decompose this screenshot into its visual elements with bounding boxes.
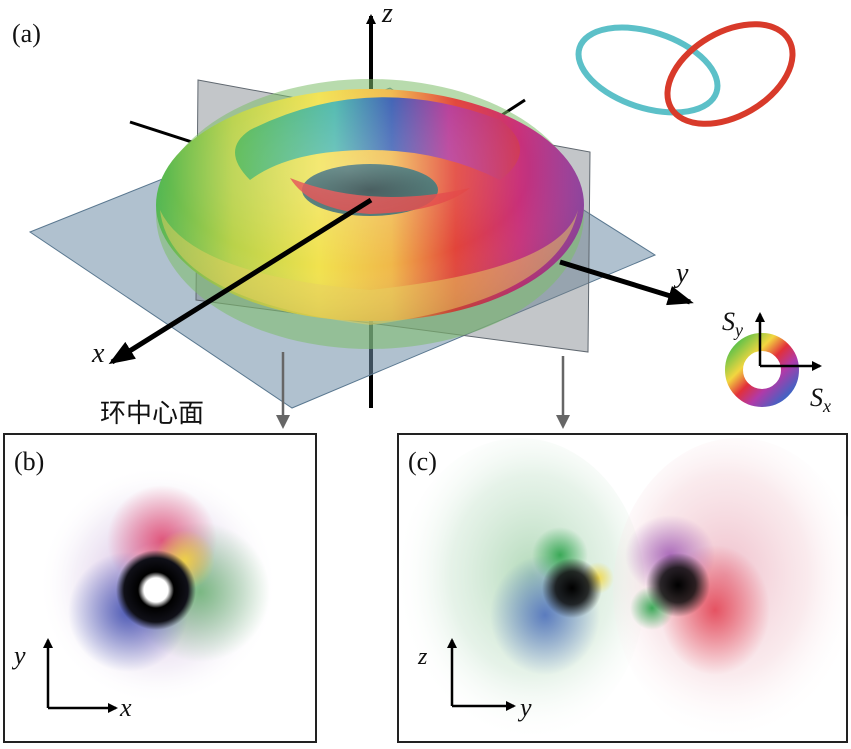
hopf-link	[575, 21, 796, 127]
panel-b-label: (b)	[14, 447, 44, 476]
plane-caption: 环中心面	[100, 399, 204, 429]
panel-b-x-label: x	[119, 693, 132, 722]
panel-c-vortex-right	[646, 553, 710, 617]
panel-b-vortex-core	[116, 550, 196, 630]
color-legend: Sy Sx	[722, 307, 831, 416]
hopf-ring-right	[664, 21, 796, 127]
torus	[156, 79, 584, 349]
x-axis	[108, 197, 373, 365]
panel-c-y-label: y	[517, 693, 532, 722]
panel-c-label: (c)	[408, 447, 437, 476]
hopf-ring-left	[575, 24, 721, 116]
panel-a: (a) z y x	[12, 0, 831, 429]
legend-vertical-label: Sy	[722, 307, 743, 340]
hue-ring	[725, 333, 799, 407]
panel-b-y-label: y	[11, 641, 26, 670]
x-axis-label: x	[91, 338, 105, 369]
panel-c-vortex-left	[542, 558, 602, 618]
y-axis	[559, 259, 694, 306]
panel-b: (b) y x	[3, 433, 317, 743]
z-axis-label: z	[381, 0, 393, 29]
legend-horizontal-label: Sx	[810, 383, 831, 416]
panel-a-label: (a)	[12, 19, 41, 48]
panel-c-z-label: z	[417, 644, 428, 670]
y-axis-label: y	[673, 258, 689, 289]
panel-c: (c) z y	[395, 433, 851, 743]
